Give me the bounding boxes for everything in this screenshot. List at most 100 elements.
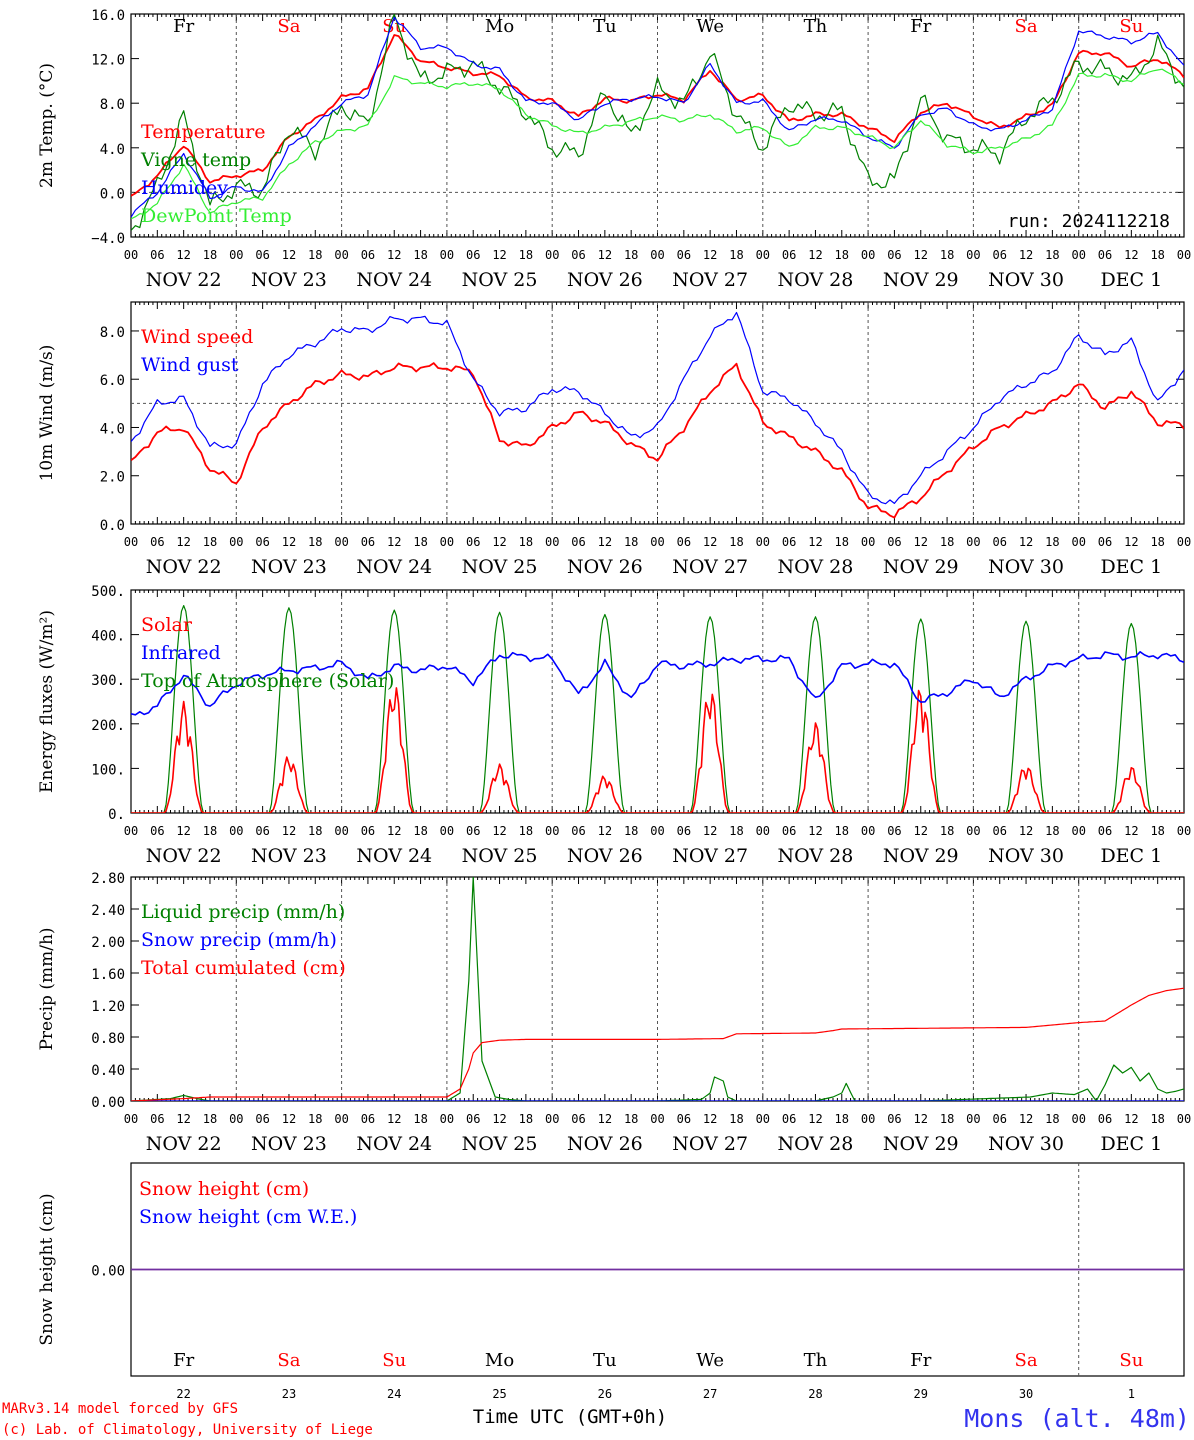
day-number-label: 30 (1019, 1387, 1033, 1401)
y-tick-label: 4.0 (100, 142, 125, 158)
date-label: NOV 26 (567, 845, 643, 867)
weekday-label: Tu (593, 16, 617, 37)
x-tick-label: 12 (1124, 535, 1138, 549)
legend-entry: Vigne temp (140, 149, 251, 171)
date-label: NOV 23 (251, 845, 327, 867)
x-tick-label: 12 (914, 248, 928, 262)
date-label: NOV 27 (672, 1133, 748, 1155)
x-tick-label: 00 (1071, 535, 1085, 549)
x-tick-label: 12 (176, 824, 190, 838)
date-label: NOV 24 (356, 1133, 432, 1155)
x-tick-label: 12 (282, 824, 296, 838)
x-tick-label: 12 (282, 535, 296, 549)
weekday-label: We (696, 1350, 724, 1371)
x-tick-label: 12 (598, 1112, 612, 1126)
date-label: NOV 26 (567, 1133, 643, 1155)
x-tick-label: 00 (229, 535, 243, 549)
panel-energy: 0. 100. 200. 300. 400. 500. Energy fluxes (W/m… (37, 584, 1191, 867)
weekday-label: Fr (910, 1350, 931, 1371)
time-axis-label: Time UTC (GMT+0h) (473, 1406, 667, 1428)
x-tick-label: 12 (598, 824, 612, 838)
x-tick-label: 00 (966, 535, 980, 549)
x-tick-label: 06 (361, 1112, 375, 1126)
day-number-label: 26 (598, 1387, 612, 1401)
y-tick-label: 12.0 (91, 53, 125, 69)
panel-snow: 0.00 Snow height (cm) Fr Sa Su Mo Tu We Th Fr Sa Su… (37, 1162, 1185, 1401)
x-tick-label: 06 (255, 824, 269, 838)
x-tick-label: 06 (782, 1112, 796, 1126)
x-tick-label: 06 (992, 824, 1006, 838)
x-tick-label: 00 (124, 248, 138, 262)
weekday-label: Su (382, 1350, 406, 1371)
legend-entry: Wind gust (141, 354, 239, 376)
x-tick-label: 12 (703, 824, 717, 838)
date-label: NOV 30 (988, 556, 1064, 578)
date-label: NOV 30 (988, 1133, 1064, 1155)
weekday-label: Mo (485, 1350, 514, 1371)
x-tick-label: 18 (624, 1112, 638, 1126)
x-tick-label: 12 (1019, 824, 1033, 838)
date-label: NOV 23 (251, 556, 327, 578)
y-tick-label: 2.00 (91, 935, 125, 951)
date-label: NOV 30 (988, 269, 1064, 291)
x-tick-label: 06 (677, 824, 691, 838)
x-tick-label: 00 (545, 535, 559, 549)
x-tick-label: 12 (1124, 824, 1138, 838)
y-tick-label: 6.0 (100, 373, 125, 389)
x-tick-label: 06 (887, 824, 901, 838)
legend-entry: Wind speed (141, 326, 253, 348)
legend-entry: Solar (141, 614, 193, 636)
x-tick-label: 18 (624, 824, 638, 838)
series-group (131, 14, 1184, 231)
day-number-label: 25 (492, 1387, 506, 1401)
y-tick-label: 0.00 (91, 1095, 125, 1111)
date-label: NOV 23 (251, 269, 327, 291)
y-tick-label: 200. (91, 718, 125, 734)
day-number-label: 28 (808, 1387, 822, 1401)
x-tick-label: 12 (492, 1112, 506, 1126)
x-tick-label: 18 (624, 535, 638, 549)
x-tick-label: 18 (308, 1112, 322, 1126)
x-tick-label: 06 (150, 248, 164, 262)
x-tick-label: 12 (598, 535, 612, 549)
date-label: DEC 1 (1100, 845, 1162, 867)
x-tick-label: 18 (203, 1112, 217, 1126)
x-tick-label: 18 (519, 1112, 533, 1126)
weekday-label: Sa (1015, 1350, 1038, 1371)
date-label: NOV 22 (146, 269, 222, 291)
date-label: NOV 26 (567, 269, 643, 291)
x-tick-label: 18 (940, 1112, 954, 1126)
solar-line (131, 687, 1184, 813)
series-line-2 (131, 987, 1184, 1101)
x-tick-label: 00 (650, 248, 664, 262)
date-label: NOV 24 (356, 269, 432, 291)
x-tick-label: 06 (571, 535, 585, 549)
x-tick-label: 06 (1098, 824, 1112, 838)
plot-frame (130, 13, 1185, 238)
y-tick-label: 300. (91, 673, 125, 689)
x-tick-label: 00 (861, 824, 875, 838)
legend-entry: Total cumulated (cm) (141, 957, 346, 979)
y-tick-label: 16.0 (91, 8, 125, 24)
legend-entry: Humidey (141, 177, 228, 199)
x-tick-label: 12 (492, 248, 506, 262)
series-line-1 (131, 311, 1184, 505)
x-tick-label: 18 (729, 824, 743, 838)
date-label: NOV 29 (883, 269, 959, 291)
date-label: NOV 28 (778, 269, 854, 291)
x-tick-label: 00 (229, 824, 243, 838)
x-tick-label: 06 (466, 535, 480, 549)
x-tick-label: 00 (545, 248, 559, 262)
station-label: Mons (alt. 48m) (964, 1404, 1190, 1433)
x-tick-label: 12 (598, 248, 612, 262)
x-tick-label: 06 (677, 535, 691, 549)
x-tick-label: 00 (966, 824, 980, 838)
x-tick-label: 18 (729, 535, 743, 549)
x-tick-label: 12 (703, 248, 717, 262)
x-tick-label: 06 (255, 535, 269, 549)
x-tick-label: 18 (1150, 248, 1164, 262)
x-tick-label: 00 (756, 824, 770, 838)
series-line-2 (131, 16, 1184, 218)
x-tick-label: 00 (545, 1112, 559, 1126)
series-line-0 (131, 362, 1184, 519)
